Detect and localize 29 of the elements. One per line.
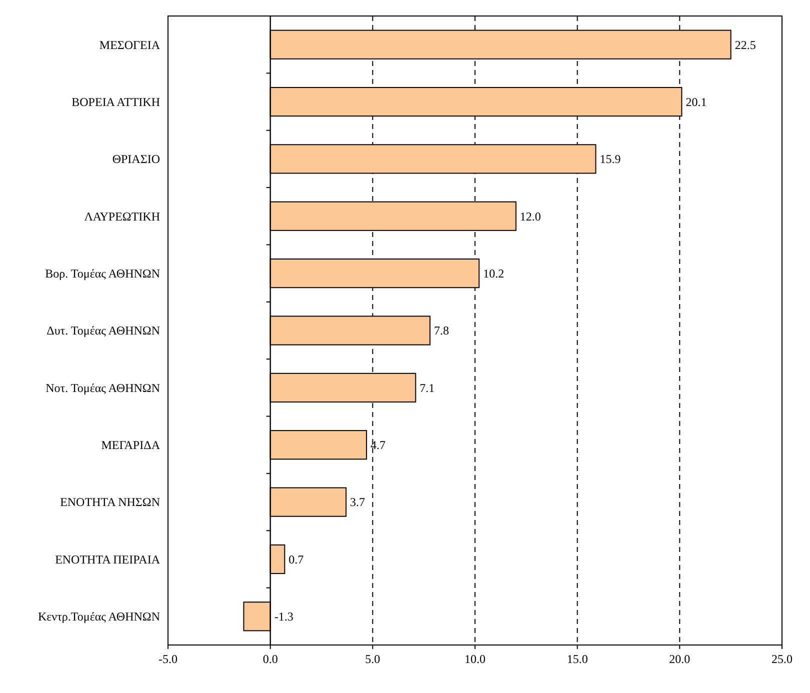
y-tick-label: ΛΑΥΡΕΩΤΙΚΗ xyxy=(84,209,160,224)
y-tick-label: Δυτ. Τομέας ΑΘΗΝΩΝ xyxy=(46,324,160,338)
data-label: 20.1 xyxy=(686,94,707,109)
data-label: 12.0 xyxy=(520,209,541,224)
y-tick-label: ΕΝΟΤΗΤΑ ΝΗΣΩΝ xyxy=(60,495,160,510)
y-tick-label: ΒΟΡΕΙΑ ΑΤΤΙΚΗ xyxy=(72,94,160,109)
data-label: 7.8 xyxy=(434,324,449,338)
data-label: 7.1 xyxy=(420,380,435,395)
y-tick-label: Κεντρ.Τομέας ΑΘΗΝΩΝ xyxy=(38,610,160,624)
x-tick-label: 20.0 xyxy=(669,652,690,666)
y-tick-label: ΜΕΓΑΡΙΔΑ xyxy=(101,438,160,452)
x-tick-label: -5.0 xyxy=(158,652,178,666)
x-tick-label: 10.0 xyxy=(464,652,486,666)
y-tick-label: ΘΡΙΑΣΙΟ xyxy=(112,152,160,166)
y-tick-label: ΕΝΟΤΗΤΑ ΠΕΙΡΑΙΑ xyxy=(55,552,160,566)
data-label: 22.5 xyxy=(734,38,756,52)
data-label: 15.9 xyxy=(600,152,621,166)
data-label: 4.7 xyxy=(370,438,386,452)
x-tick-label: 0.0 xyxy=(262,652,278,666)
y-tick-label: ΜΕΣΟΓΕΙΑ xyxy=(99,38,160,52)
x-tick-label: 25.0 xyxy=(772,652,792,666)
y-tick-label: Νοτ. Τομέας ΑΘΗΝΩΝ xyxy=(46,380,160,395)
y-tick-label: Βορ. Τομέας ΑΘΗΝΩΝ xyxy=(45,266,160,281)
data-label: 10.2 xyxy=(483,266,504,281)
data-label: 0.7 xyxy=(288,552,304,566)
data-label: -1.3 xyxy=(274,610,294,624)
x-tick-label: 5.0 xyxy=(365,652,380,666)
data-label: 3.7 xyxy=(350,495,366,510)
x-tick-label: 15.0 xyxy=(566,652,588,666)
